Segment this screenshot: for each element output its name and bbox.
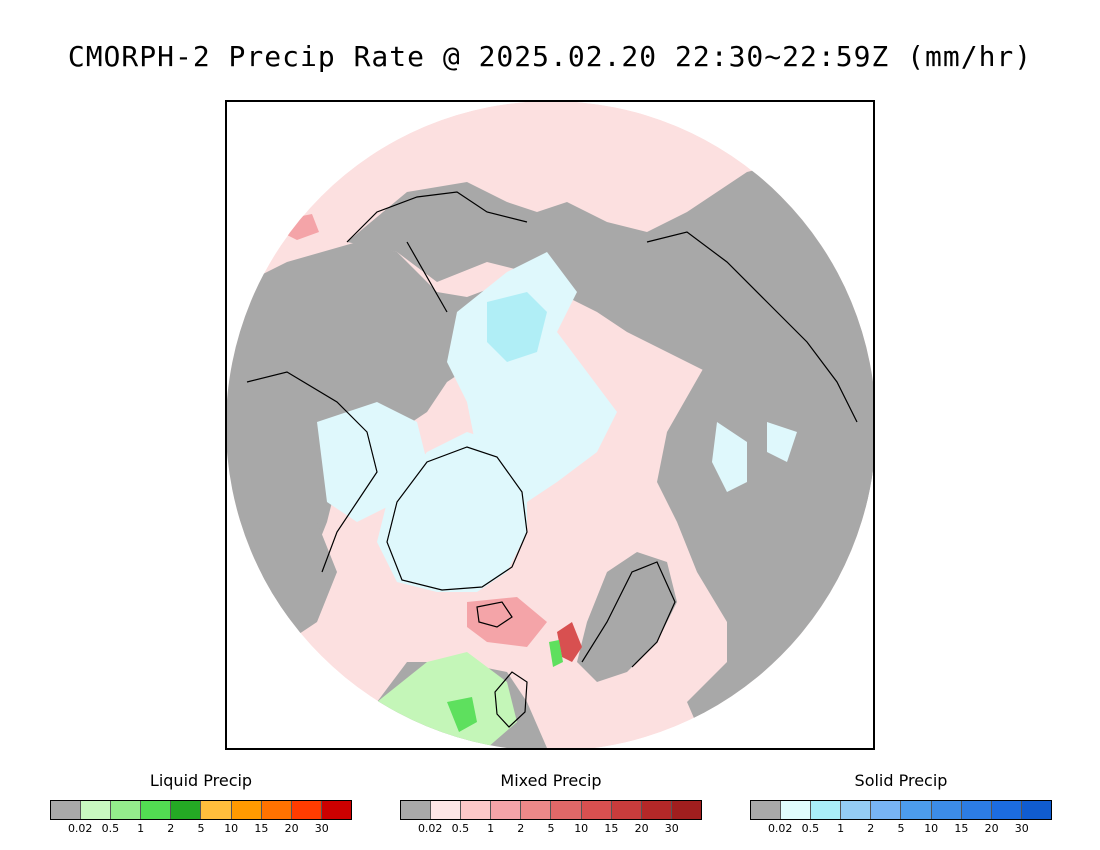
no-precip-alaska-siberia — [347, 162, 873, 522]
scandinavia-coast — [581, 561, 676, 668]
canada-coast — [246, 371, 378, 573]
coastlines — [246, 191, 858, 728]
legend-swatch-solid-0 — [751, 801, 782, 819]
legend-bar-mixed — [400, 800, 702, 820]
legend-swatch-solid-7 — [961, 801, 992, 819]
legend-bar-solid — [750, 800, 1052, 820]
legend-swatch-liquid-9 — [321, 801, 351, 819]
legend-tick-solid-0: 0.02 — [767, 822, 793, 835]
legend-tick-mixed-2: 1 — [487, 822, 495, 835]
legend-tick-solid-7: 20 — [984, 822, 999, 835]
legend-tick-solid-5: 10 — [924, 822, 939, 835]
legend-tick-liquid-5: 10 — [224, 822, 239, 835]
legend-swatch-solid-6 — [931, 801, 962, 819]
legend-swatch-liquid-5 — [201, 801, 232, 819]
legend-tick-mixed-6: 15 — [604, 822, 619, 835]
siberia-coast — [646, 231, 858, 423]
mixed-iceland-area — [467, 597, 547, 647]
legend-swatch-mixed-3 — [491, 801, 522, 819]
polar-map — [227, 102, 873, 748]
legend-ticks-solid: 0.02 0.5 1 2 5 10 15 20 30 — [750, 820, 1052, 836]
legend-tick-mixed-8: 30 — [664, 822, 679, 835]
legend-ticks-liquid: 0.02 0.5 1 2 5 10 15 20 30 — [50, 820, 352, 836]
legend-title-liquid: Liquid Precip — [149, 771, 253, 790]
legend-tick-solid-6: 15 — [954, 822, 969, 835]
legend-swatch-solid-5 — [901, 801, 932, 819]
britain-coast — [494, 671, 528, 728]
legend-tick-solid-1: 0.5 — [801, 822, 820, 835]
legend-swatch-solid-1 — [781, 801, 812, 819]
legend-swatch-mixed-2 — [461, 801, 492, 819]
snow-arctic-ice — [487, 292, 547, 362]
legend-tick-solid-8: 30 — [1014, 822, 1029, 835]
legend-swatch-mixed-6 — [581, 801, 612, 819]
no-precip-scandinavia — [577, 552, 677, 682]
legend-tick-solid-3: 2 — [867, 822, 875, 835]
map-frame — [225, 100, 875, 750]
legend-tick-solid-2: 1 — [837, 822, 845, 835]
legend-tick-solid-4: 5 — [897, 822, 905, 835]
legend-tick-liquid-3: 2 — [167, 822, 175, 835]
legend-swatch-mixed-1 — [431, 801, 462, 819]
legend-mixed: Mixed Precip 0.02 0.5 1 2 5 10 15 20 30 — [400, 770, 702, 836]
alaska-coast — [346, 191, 528, 243]
mixed-norway-coast — [557, 622, 582, 662]
legend-tick-mixed-7: 20 — [634, 822, 649, 835]
map-title: CMORPH-2 Precip Rate @ 2025.02.20 22:30~… — [67, 40, 1033, 73]
legend-swatch-liquid-7 — [261, 801, 292, 819]
legend-tick-liquid-8: 30 — [314, 822, 329, 835]
legend-swatch-liquid-3 — [141, 801, 172, 819]
iceland-coast — [476, 601, 513, 628]
legend-title-mixed: Mixed Precip — [500, 771, 602, 790]
legend-swatch-liquid-1 — [81, 801, 112, 819]
snow-canadian-archipelago — [317, 402, 427, 522]
legend-swatch-solid-2 — [811, 801, 842, 819]
alaska-canada-border — [406, 241, 448, 313]
legend-liquid: Liquid Precip 0.02 0.5 1 2 5 10 15 20 30 — [50, 770, 352, 836]
legend-tick-mixed-1: 0.5 — [451, 822, 470, 835]
legend-tick-liquid-6: 15 — [254, 822, 269, 835]
legend-swatch-liquid-2 — [111, 801, 142, 819]
legend-tick-liquid-4: 5 — [197, 822, 205, 835]
rain-britain-core — [447, 697, 477, 732]
snow-siberia — [712, 422, 747, 492]
legend-tick-liquid-7: 20 — [284, 822, 299, 835]
legend-swatch-mixed-8 — [641, 801, 672, 819]
legend-bar-liquid — [50, 800, 352, 820]
legend-tick-mixed-3: 2 — [517, 822, 525, 835]
legend-title-solid: Solid Precip — [854, 771, 948, 790]
legend-swatch-liquid-6 — [231, 801, 262, 819]
legend-solid: Solid Precip 0.02 0.5 1 2 5 10 15 20 30 — [750, 770, 1052, 836]
legend-swatch-mixed-0 — [401, 801, 432, 819]
greenland-coast — [386, 446, 528, 591]
legend-ticks-mixed: 0.02 0.5 1 2 5 10 15 20 30 — [400, 820, 702, 836]
legend-swatch-mixed-4 — [521, 801, 552, 819]
rain-norway-strip — [549, 640, 563, 667]
legend-swatch-liquid-4 — [171, 801, 202, 819]
legend-swatch-solid-4 — [871, 801, 902, 819]
legend-tick-mixed-4: 5 — [547, 822, 555, 835]
legend-swatch-mixed-9 — [671, 801, 701, 819]
legend-tick-liquid-0: 0.02 — [67, 822, 93, 835]
snow-russia-east — [767, 422, 797, 462]
legend-swatch-solid-3 — [841, 801, 872, 819]
legend-swatch-liquid-0 — [51, 801, 82, 819]
legend-swatch-solid-9 — [1021, 801, 1051, 819]
legend-tick-mixed-0: 0.02 — [417, 822, 443, 835]
legend-tick-liquid-1: 0.5 — [101, 822, 120, 835]
legend-tick-liquid-2: 1 — [137, 822, 145, 835]
legend-swatch-mixed-7 — [611, 801, 642, 819]
legend-swatch-solid-8 — [991, 801, 1022, 819]
legend-swatch-mixed-5 — [551, 801, 582, 819]
legend-tick-mixed-5: 10 — [574, 822, 589, 835]
legend-swatch-liquid-8 — [291, 801, 322, 819]
